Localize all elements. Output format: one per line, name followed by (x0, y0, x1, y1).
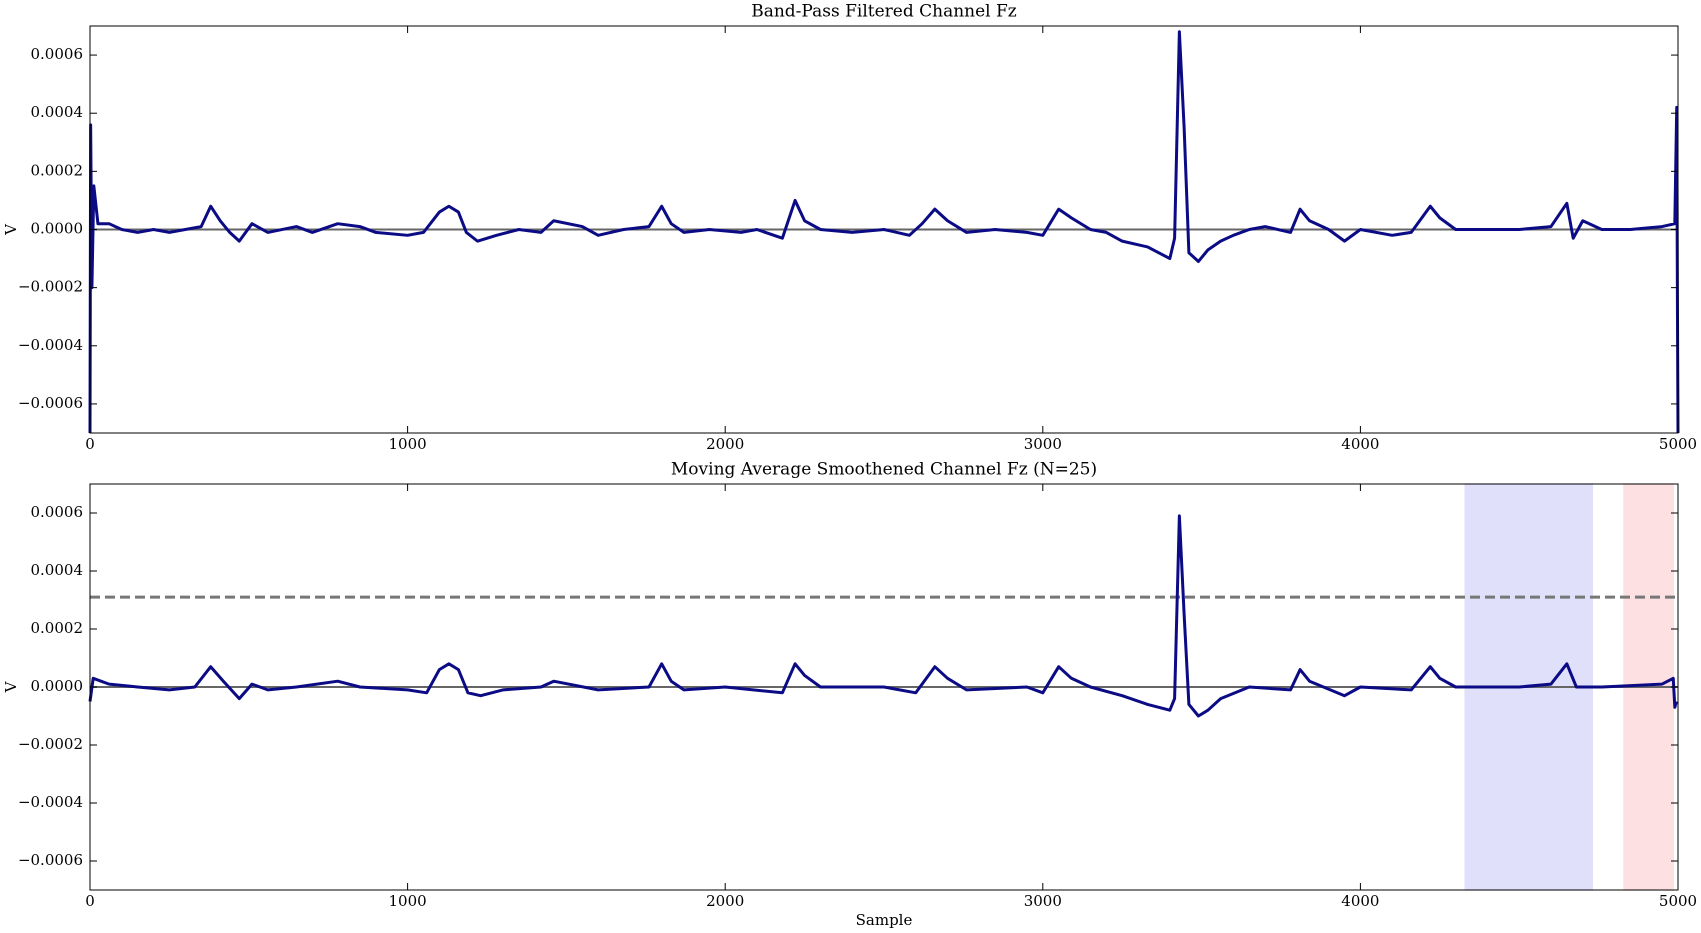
chart-title: Band-Pass Filtered Channel Fz (751, 2, 1017, 22)
x-tick-label: 3000 (1024, 435, 1062, 453)
y-tick-label: 0.0002 (31, 161, 84, 179)
y-tick-label: −0.0006 (18, 851, 83, 869)
x-tick-label: 4000 (1341, 435, 1379, 453)
x-tick-label: 5000 (1659, 435, 1697, 453)
x-tick-label: 0 (85, 435, 95, 453)
y-tick-label: −0.0002 (18, 278, 83, 296)
x-tick-label: 2000 (706, 435, 744, 453)
x-tick-label: 5000 (1659, 892, 1697, 910)
signal-line (88, 514, 1678, 718)
y-axis-label: V (2, 680, 20, 693)
chart-title: Moving Average Smoothened Channel Fz (N=… (671, 460, 1097, 480)
y-tick-label: 0.0004 (31, 561, 84, 579)
x-tick-label: 1000 (389, 435, 427, 453)
y-tick-label: 0.0002 (31, 619, 84, 637)
y-tick-label: −0.0004 (18, 793, 83, 811)
y-tick-label: −0.0002 (18, 735, 83, 753)
y-tick-label: 0.0006 (31, 45, 84, 63)
y-tick-label: −0.0006 (18, 394, 83, 412)
x-tick-label: 0 (85, 892, 95, 910)
y-tick-label: 0.0000 (31, 677, 84, 695)
x-axis-label: Sample (856, 911, 913, 929)
x-tick-label: 3000 (1024, 892, 1062, 910)
y-tick-label: −0.0004 (18, 336, 83, 354)
x-tick-label: 2000 (706, 892, 744, 910)
y-tick-label: 0.0004 (31, 103, 84, 121)
x-tick-label: 4000 (1341, 892, 1379, 910)
y-axis-label: V (2, 223, 20, 236)
x-tick-label: 1000 (389, 892, 427, 910)
y-tick-label: 0.0000 (31, 220, 84, 238)
signal-line (88, 30, 1680, 434)
y-tick-label: 0.0006 (31, 503, 84, 521)
